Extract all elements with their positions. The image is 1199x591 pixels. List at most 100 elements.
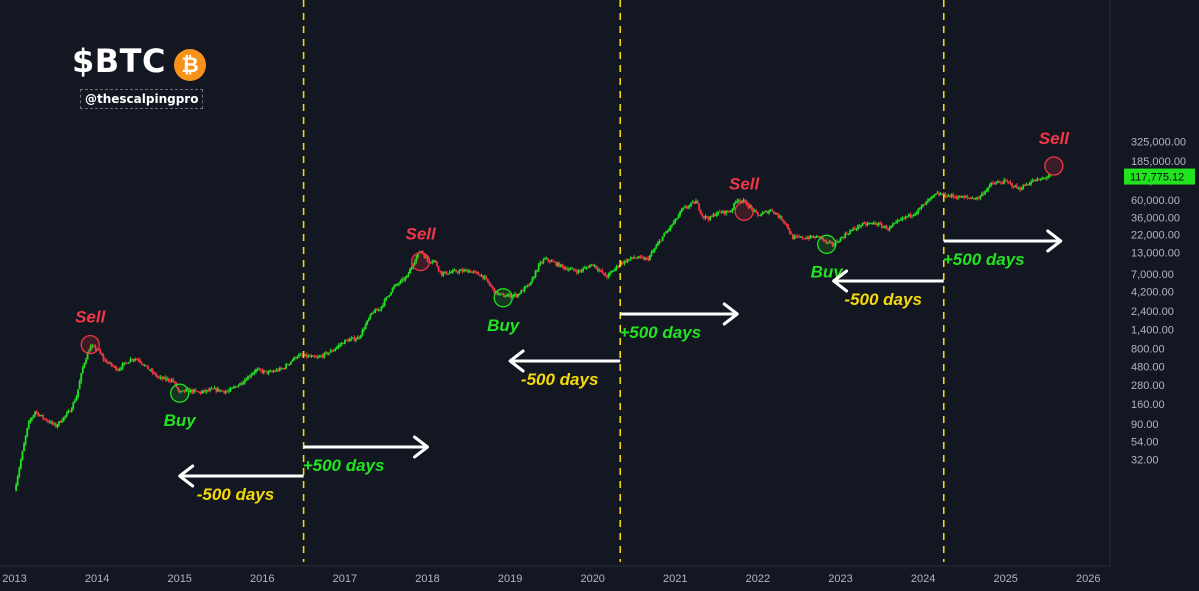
candle-down <box>602 272 605 274</box>
candle-up <box>569 268 572 270</box>
candle-down <box>787 224 789 230</box>
candle-up <box>674 218 677 223</box>
candle-down <box>777 214 780 218</box>
candle-down <box>221 390 224 392</box>
candle-up <box>232 386 235 388</box>
markers-layer: Sell Sell Sell Sell Buy Buy Buy <box>75 129 1070 430</box>
candle-up <box>680 209 683 212</box>
candle-down <box>475 271 478 273</box>
candle-up <box>658 240 661 244</box>
candle-up <box>123 362 126 365</box>
candle-up <box>976 197 979 199</box>
candle-down <box>710 216 713 218</box>
candle-up <box>725 210 728 214</box>
candle-up <box>251 373 254 375</box>
candle-up <box>545 258 548 260</box>
candle-up <box>334 348 337 351</box>
candle-up <box>1028 183 1031 185</box>
candle-up <box>391 287 394 293</box>
candle-up <box>19 459 22 469</box>
candle-up <box>529 281 532 286</box>
candle-down <box>331 350 334 352</box>
ticker-title: $BTC <box>72 42 166 80</box>
candle-down <box>248 376 251 378</box>
candle-down <box>197 391 200 393</box>
candle-up <box>363 329 365 331</box>
candle-up <box>741 201 743 203</box>
candle-down <box>135 359 138 361</box>
candle-up <box>289 361 292 364</box>
candle-down <box>474 271 477 273</box>
candle-down <box>107 362 110 364</box>
candle-down <box>698 203 701 211</box>
candle-down <box>552 260 554 262</box>
candle-down <box>347 340 349 342</box>
candle-up <box>366 320 369 325</box>
candle-down <box>553 261 556 263</box>
candle-up <box>733 203 735 209</box>
sell-marker-circle <box>1044 156 1064 176</box>
candle-up <box>911 215 913 217</box>
candle-up <box>150 369 153 371</box>
candle-up <box>669 225 672 230</box>
candle-up <box>722 210 724 213</box>
candle-up <box>512 295 515 297</box>
candle-down <box>477 272 480 275</box>
candle-up <box>189 389 192 393</box>
candle-up <box>129 359 132 363</box>
price-tick-label: 22,000.00 <box>1131 229 1180 241</box>
candle-down <box>48 421 51 423</box>
candle-down <box>35 411 38 413</box>
time-axis[interactable]: 2013 2014 2015 2016 2017 2018 2019 2020 2021 2022… <box>0 0 1111 591</box>
candle-up <box>398 283 400 285</box>
candle-down <box>876 224 878 226</box>
candle-up <box>734 201 737 204</box>
candle-down <box>923 204 926 206</box>
candle-up <box>359 335 362 339</box>
candle-down <box>469 270 472 273</box>
candle-down <box>1000 182 1002 184</box>
candle-up <box>996 181 999 183</box>
candle-down <box>693 201 696 204</box>
candle-down <box>437 266 440 271</box>
candle-up <box>452 270 454 273</box>
candle-down <box>1009 182 1012 184</box>
candle-up <box>588 265 591 268</box>
candle-up <box>623 260 626 264</box>
candle-down <box>858 225 861 227</box>
price-tick-label: 160.00 <box>1131 399 1165 411</box>
candle-up <box>504 296 507 298</box>
candle-up <box>127 362 130 364</box>
candle-up <box>610 271 613 273</box>
candle-down <box>274 371 276 373</box>
candle-up <box>939 193 942 195</box>
candle-up <box>869 223 872 225</box>
price-axis[interactable]: 325,000.00185,000.00105,000.0060,000.003… <box>1110 0 1199 591</box>
candle-down <box>37 412 40 416</box>
candle-up <box>344 339 346 344</box>
candle-up <box>247 376 249 380</box>
year-tick-label: 2016 <box>250 573 274 585</box>
candle-up <box>26 428 29 437</box>
candle-up <box>682 207 685 210</box>
candle-up <box>506 295 508 297</box>
candle-up <box>15 484 17 491</box>
candle-up <box>671 224 674 226</box>
candle-down <box>811 235 813 238</box>
candle-down <box>124 362 127 364</box>
candle-down <box>515 293 518 297</box>
candle-up <box>598 269 600 271</box>
candle-up <box>868 223 870 225</box>
candle-down <box>1027 184 1029 186</box>
candle-up <box>72 402 75 409</box>
candle-up <box>668 229 670 231</box>
candle-up <box>539 262 542 265</box>
candle-down <box>874 222 877 225</box>
price-tick-label: 480.00 <box>1131 361 1165 373</box>
candle-up <box>919 207 921 209</box>
candle-up <box>947 195 950 197</box>
candle-up <box>415 256 418 262</box>
candle-up <box>633 257 635 259</box>
candle-up <box>715 213 718 216</box>
candle-down <box>776 212 778 215</box>
